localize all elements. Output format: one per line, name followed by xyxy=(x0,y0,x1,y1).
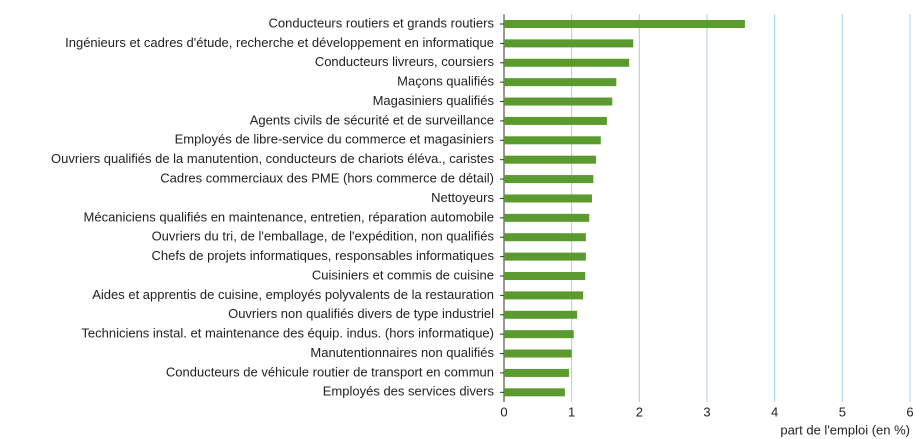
x-tick-label: 1 xyxy=(568,404,575,419)
x-tick-label: 4 xyxy=(771,404,778,419)
bar xyxy=(504,233,586,242)
bar xyxy=(504,116,607,125)
bar xyxy=(504,213,590,222)
y-tick-label: Mécaniciens qualifiés en maintenance, en… xyxy=(84,209,494,224)
y-tick-label: Ouvriers non qualifiés divers de type in… xyxy=(228,306,494,321)
x-axis-label: part de l'emploi (en %) xyxy=(780,422,910,437)
bar xyxy=(504,97,613,106)
y-tick-label: Cuisiniers et commis de cuisine xyxy=(312,267,494,282)
bar xyxy=(504,291,584,300)
y-tick-label: Employés de libre-service du commerce et… xyxy=(175,132,495,147)
y-tick-label: Ouvriers qualifiés de la manutention, co… xyxy=(51,151,494,166)
bar xyxy=(504,368,569,377)
x-tick-label: 5 xyxy=(839,404,846,419)
bar xyxy=(504,252,586,261)
bar xyxy=(504,39,634,48)
x-tick-label: 2 xyxy=(636,404,643,419)
y-tick-label: Techniciens instal. et maintenance des é… xyxy=(81,326,494,341)
bar xyxy=(504,388,565,397)
bar xyxy=(504,330,574,339)
bar xyxy=(504,349,572,358)
y-tick-label: Ouvriers du tri, de l'emballage, de l'ex… xyxy=(152,229,495,244)
y-tick-label: Nettoyeurs xyxy=(431,190,494,205)
bar xyxy=(504,19,745,28)
bar xyxy=(504,155,597,164)
y-tick-label: Cadres commerciaux des PME (hors commerc… xyxy=(160,171,494,186)
bar xyxy=(504,136,601,145)
y-tick-label: Aides et apprentis de cuisine, employés … xyxy=(92,287,494,302)
y-tick-label: Chefs de projets informatiques, responsa… xyxy=(151,248,494,263)
bar xyxy=(504,58,630,67)
y-tick-label: Agents civils de sécurité et de surveill… xyxy=(250,112,494,127)
y-tick-label: Manutentionnaires non qualifiés xyxy=(310,345,494,360)
y-tick-label: Conducteurs routiers et grands routiers xyxy=(269,15,495,30)
y-tick-label: Employés des services divers xyxy=(323,384,495,399)
y-tick-label: Magasiniers qualifiés xyxy=(373,93,495,108)
y-tick-label: Conducteurs livreurs, coursiers xyxy=(315,54,495,69)
y-tick-label: Conducteurs de véhicule routier de trans… xyxy=(166,364,494,379)
bar xyxy=(504,78,617,87)
bar xyxy=(504,175,594,184)
y-tick-label: Ingénieurs et cadres d'étude, recherche … xyxy=(65,35,494,50)
bar xyxy=(504,310,578,319)
x-tick-label: 6 xyxy=(906,404,913,419)
y-tick-label: Maçons qualifiés xyxy=(397,74,494,89)
bar xyxy=(504,271,586,280)
x-tick-label: 0 xyxy=(500,404,507,419)
bar xyxy=(504,194,592,203)
x-tick-label: 3 xyxy=(703,404,710,419)
